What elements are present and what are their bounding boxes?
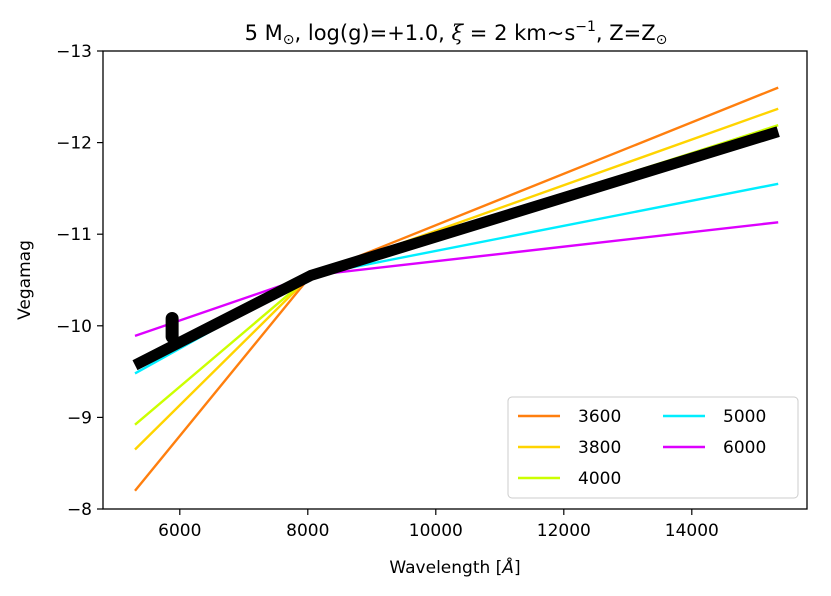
legend: 3600 3800 4000 5000 6000 xyxy=(507,396,799,499)
legend-item-4000: 4000 xyxy=(518,469,621,489)
x-tick-label: 10000 xyxy=(409,521,463,541)
x-axis: 6000 8000 10000 12000 14000 xyxy=(158,509,719,541)
x-tick-label: 6000 xyxy=(158,521,201,541)
legend-item-3800: 3800 xyxy=(518,438,621,458)
x-axis-label: Wavelength [Å] xyxy=(389,556,520,578)
x-tick-label: 8000 xyxy=(286,521,329,541)
y-tick-label: −9 xyxy=(67,408,92,428)
series-line-4000 xyxy=(134,124,779,426)
y-tick-label: −13 xyxy=(56,42,92,62)
y-tick-label: −10 xyxy=(56,317,92,337)
legend-item-3600: 3600 xyxy=(518,407,621,427)
y-axis-label: Vegamag xyxy=(15,240,35,320)
legend-frame xyxy=(507,396,799,499)
legend-label: 4000 xyxy=(578,469,621,489)
chart-title: 5 M⊙, log(g)=+1.0, ξ = 2 km~s−1, Z=Z⊙ xyxy=(245,19,668,48)
legend-item-6000: 6000 xyxy=(663,438,766,458)
x-tick-label: 12000 xyxy=(537,521,591,541)
y-tick-label: −12 xyxy=(56,134,92,154)
legend-label: 5000 xyxy=(723,407,766,427)
legend-item-5000: 5000 xyxy=(663,407,766,427)
series-line-5000 xyxy=(134,182,779,375)
y-tick-label: −8 xyxy=(67,500,92,520)
axes-frame xyxy=(102,50,808,510)
legend-label: 6000 xyxy=(723,438,766,458)
thick-black-series xyxy=(132,126,780,371)
y-axis: −13 −12 −11 −10 −9 −8 xyxy=(56,42,103,520)
y-tick-label: −11 xyxy=(56,225,92,245)
legend-label: 3800 xyxy=(578,438,621,458)
x-tick-label: 14000 xyxy=(665,521,719,541)
series-layer xyxy=(132,86,780,492)
legend-label: 3600 xyxy=(578,407,621,427)
plot-area xyxy=(102,50,808,510)
